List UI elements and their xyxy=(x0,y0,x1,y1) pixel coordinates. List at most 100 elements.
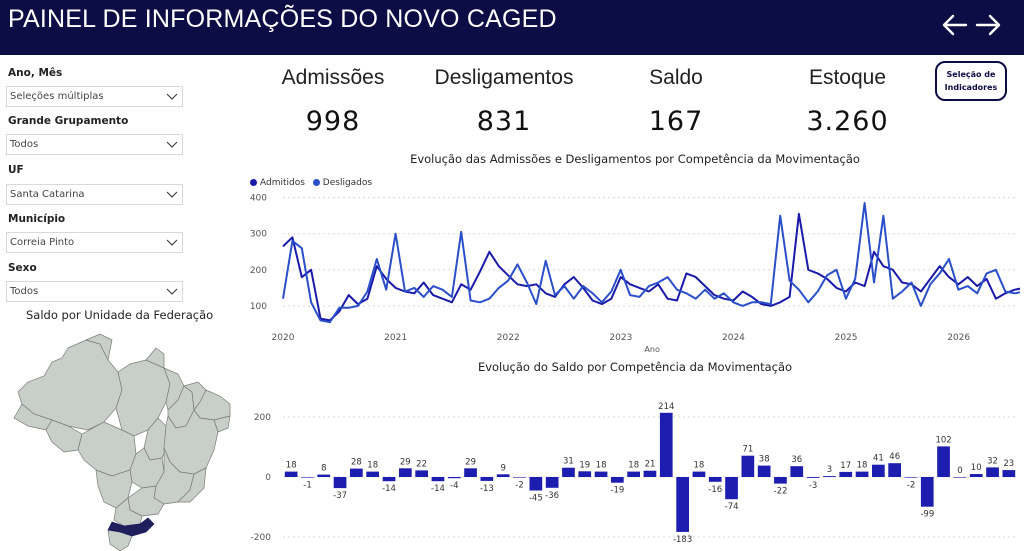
bar-saldo[interactable] xyxy=(284,471,298,477)
bar-data-label: -2 xyxy=(907,481,915,491)
bar-data-label: -74 xyxy=(725,502,739,512)
line-x-tick-label: 2023 xyxy=(609,333,632,343)
bar-saldo[interactable] xyxy=(578,471,592,477)
map-state-es-rj[interactable] xyxy=(177,467,207,503)
line-chart: 100 200 300 400 2020 2021 2022 2023 2024 2025 2026… xyxy=(250,194,1020,354)
line-x-tick-label: 2022 xyxy=(497,333,520,343)
bar-saldo[interactable] xyxy=(986,467,999,477)
bar-saldo[interactable] xyxy=(659,412,673,477)
bar-saldo[interactable] xyxy=(382,477,396,482)
line-x-tick-label: 2025 xyxy=(835,333,858,343)
bar-saldo[interactable] xyxy=(920,477,934,507)
line-x-axis-label: Ano xyxy=(644,345,660,354)
bar-data-label: 36 xyxy=(791,455,802,465)
bar-saldo[interactable] xyxy=(415,470,428,477)
bar-saldo[interactable] xyxy=(839,471,853,477)
bar-saldo[interactable] xyxy=(301,477,314,478)
filter-select-ano-mes[interactable]: Seleções múltiplas xyxy=(6,86,183,107)
indicator-selection-button[interactable]: Seleção de Indicadores xyxy=(935,61,1007,101)
bar-saldo[interactable] xyxy=(806,477,820,478)
bar-data-label: 18 xyxy=(286,461,297,471)
map-state-rr[interactable] xyxy=(84,333,113,362)
back-button[interactable] xyxy=(940,10,970,40)
bar-data-label: 10 xyxy=(971,463,982,473)
map-state-sc-highlight[interactable] xyxy=(107,517,155,537)
bar-saldo[interactable] xyxy=(611,477,624,483)
filter-select-uf[interactable]: Santa Catarina xyxy=(6,184,183,205)
chevron-down-icon xyxy=(166,93,178,100)
kpi-label-saldo: Saldo xyxy=(649,66,703,89)
brazil-map[interactable] xyxy=(8,330,238,551)
bar-saldo[interactable] xyxy=(643,470,657,477)
bar-saldo[interactable] xyxy=(823,476,836,477)
bar-saldo[interactable] xyxy=(627,471,640,477)
bar-saldo[interactable] xyxy=(350,468,363,477)
kpi-label-desligamentos: Desligamentos xyxy=(434,66,574,89)
bar-saldo[interactable] xyxy=(757,465,771,477)
bar-saldo[interactable] xyxy=(904,477,918,478)
bar-saldo[interactable] xyxy=(1002,470,1016,477)
bar-saldo[interactable] xyxy=(774,477,787,484)
bar-data-label: -37 xyxy=(333,491,347,501)
bar-saldo[interactable] xyxy=(937,446,950,477)
map-state-ro[interactable] xyxy=(45,419,83,453)
bar-saldo[interactable] xyxy=(888,463,901,477)
bar-saldo[interactable] xyxy=(676,477,689,532)
bar-saldo[interactable] xyxy=(692,471,706,477)
line-series-admitidos[interactable] xyxy=(282,212,1020,322)
map-state-pr[interactable] xyxy=(113,497,143,527)
line-x-tick-label: 2026 xyxy=(947,333,970,343)
bar-saldo[interactable] xyxy=(447,477,461,479)
line-y-tick-label: 400 xyxy=(250,194,267,204)
legend-dot-desligados xyxy=(312,179,320,186)
bar-saldo[interactable] xyxy=(855,471,869,477)
filter-value-grande-grupamento: Todos xyxy=(10,139,39,150)
map-state-ap[interactable] xyxy=(145,347,165,369)
bar-data-label: -14 xyxy=(431,484,445,494)
bar-saldo[interactable] xyxy=(366,471,379,477)
legend-item-desligados[interactable]: Desligados xyxy=(312,178,372,188)
bar-saldo[interactable] xyxy=(496,474,510,477)
bar-saldo[interactable] xyxy=(545,477,559,488)
bar-saldo[interactable] xyxy=(708,477,722,482)
bar-saldo[interactable] xyxy=(969,474,983,477)
bar-saldo[interactable] xyxy=(464,468,477,477)
bar-data-label: 17 xyxy=(840,461,851,471)
line-series-desligados[interactable] xyxy=(282,202,1020,324)
bar-saldo[interactable] xyxy=(333,477,347,489)
bar-chart: -200 0 200 18 -1 8 -37 28 18 -14 29 22 -14 -4 29 -13 9 -2… xyxy=(251,402,1017,545)
forward-button[interactable] xyxy=(973,10,1003,40)
bar-saldo[interactable] xyxy=(529,477,543,491)
filter-value-municipio: Correia Pinto xyxy=(10,237,75,248)
bar-saldo[interactable] xyxy=(399,468,412,477)
filter-select-grande-grupamento[interactable]: Todos xyxy=(6,134,183,155)
bar-data-label: 18 xyxy=(367,461,378,471)
bar-data-label: 22 xyxy=(416,459,427,469)
bar-saldo[interactable] xyxy=(872,464,885,477)
map-state-go[interactable] xyxy=(129,447,165,489)
bar-data-label: 18 xyxy=(596,461,607,471)
bar-data-label: -1 xyxy=(303,481,311,491)
bar-data-label: 0 xyxy=(957,466,962,476)
bar-saldo[interactable] xyxy=(741,455,755,477)
bar-data-label: -183 xyxy=(673,535,692,545)
line-y-tick-label: 300 xyxy=(250,230,267,240)
bar-saldo[interactable] xyxy=(513,477,526,478)
bar-data-label: 71 xyxy=(742,445,753,455)
filter-select-municipio[interactable]: Correia Pinto xyxy=(6,232,183,253)
bar-data-label: -45 xyxy=(529,494,543,504)
bar-saldo[interactable] xyxy=(562,467,575,477)
bar-saldo[interactable] xyxy=(790,466,804,477)
bar-saldo[interactable] xyxy=(594,471,608,477)
bar-saldo[interactable] xyxy=(953,477,967,478)
header-bar: PAINEL DE INFORMAÇÕES DO NOVO CAGED xyxy=(0,0,1024,55)
bar-saldo[interactable] xyxy=(317,474,331,477)
bar-saldo[interactable] xyxy=(725,477,738,500)
bar-saldo[interactable] xyxy=(431,477,445,482)
filter-select-sexo[interactable]: Todos xyxy=(6,281,183,302)
bar-data-label: 31 xyxy=(563,457,574,467)
filter-label-uf: UF xyxy=(8,164,24,176)
bar-data-label: 29 xyxy=(400,457,411,467)
bar-saldo[interactable] xyxy=(480,477,494,481)
legend-item-admitidos[interactable]: Admitidos xyxy=(250,178,305,188)
